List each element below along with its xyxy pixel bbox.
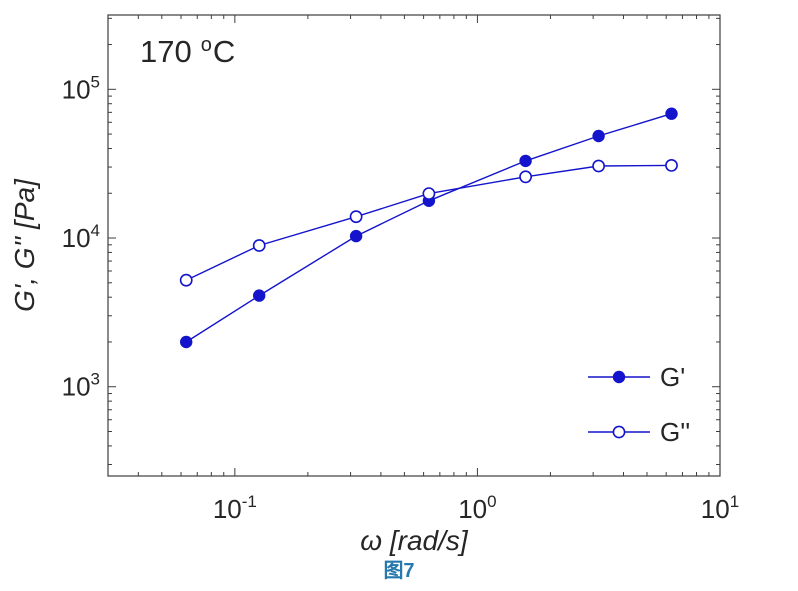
rheology-chart: 10-1 100 101 103 104 105 ω [rad/s] G', G'' [Pa]…: [9, 14, 739, 556]
x-tick-label: 10-1: [213, 492, 257, 524]
data-point-g-prime: [180, 335, 193, 349]
plot-box: [107, 14, 721, 477]
data-point-g-double-prime: [519, 170, 532, 184]
y-axis-label: G', G'' [Pa]: [9, 178, 40, 312]
series-g-prime: [180, 107, 678, 349]
annotation-temperature: 170 oC: [140, 34, 235, 69]
y-tick-label: 105: [62, 72, 100, 104]
legend-marker-open-circle: [612, 425, 626, 439]
series-g-prime-line: [185, 113, 672, 343]
legend-label: G': [660, 362, 685, 392]
data-point-g-prime: [253, 289, 266, 302]
data-point-g-prime: [349, 229, 363, 243]
data-point-g-prime: [519, 154, 532, 168]
y-tick-label: 104: [62, 221, 100, 253]
y-tick-label: 103: [62, 370, 100, 402]
legend-entry-g-prime: G': [588, 362, 685, 392]
legend-label: G'': [660, 417, 690, 447]
data-point-g-double-prime: [422, 187, 436, 200]
series-g-double-prime-line: [185, 164, 672, 281]
y-tick-labels: 103 104 105: [62, 72, 100, 401]
data-point-g-double-prime: [592, 159, 605, 173]
legend: G' G'': [588, 362, 690, 447]
figure-caption: 图7: [383, 560, 415, 582]
data-point-g-prime: [665, 107, 678, 120]
legend-entry-g-double-prime: G'': [588, 417, 690, 447]
data-point-g-double-prime: [179, 273, 193, 287]
legend-marker-filled-circle: [612, 370, 626, 384]
data-point-g-double-prime: [349, 210, 363, 224]
data-point-g-double-prime: [665, 158, 678, 172]
y-axis-ticks: [108, 17, 720, 465]
x-axis-ticks: [137, 15, 721, 476]
x-tick-label: 101: [701, 492, 739, 524]
data-point-g-prime: [592, 129, 605, 143]
data-point-g-double-prime: [252, 239, 266, 252]
x-tick-label: 100: [458, 492, 496, 524]
figure: 10-1 100 101 103 104 105 ω [rad/s] G', G'' [Pa]…: [9, 14, 739, 556]
x-tick-labels: 10-1 100 101: [213, 492, 739, 524]
series-g-double-prime: [179, 158, 678, 287]
x-axis-label: ω [rad/s]: [360, 525, 469, 556]
